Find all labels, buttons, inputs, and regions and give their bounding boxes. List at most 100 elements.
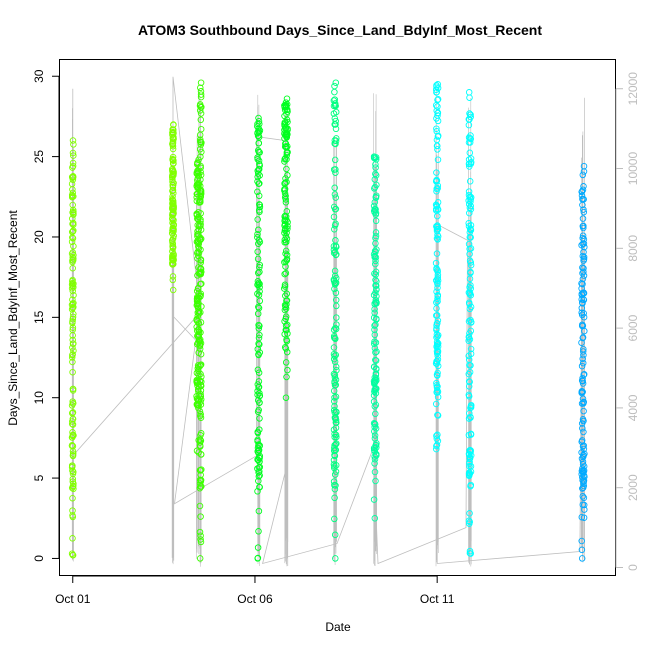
data-point	[281, 187, 288, 194]
data-point	[170, 221, 177, 228]
chart-title: ATOM3 Southbound Days_Since_Land_BdyInf_…	[138, 22, 542, 38]
data-point	[69, 235, 77, 242]
data-point	[196, 528, 204, 536]
data-point	[373, 286, 380, 293]
data-point	[256, 172, 263, 179]
data-point	[371, 199, 379, 206]
data-point	[434, 96, 442, 103]
data-point	[197, 138, 205, 146]
data-point	[283, 216, 290, 224]
data-point	[169, 237, 176, 244]
data-point	[372, 477, 379, 485]
data-point	[196, 362, 204, 370]
data-point	[197, 269, 204, 276]
data-point	[197, 218, 204, 225]
data-point	[68, 550, 76, 557]
data-point	[466, 245, 473, 253]
data-point	[281, 227, 289, 234]
data-point	[197, 84, 204, 92]
data-point	[196, 555, 204, 562]
data-point	[465, 299, 473, 306]
data-point	[578, 280, 585, 287]
data-point	[466, 94, 473, 101]
data-point	[579, 232, 587, 239]
data-point	[255, 192, 263, 200]
data-point	[433, 176, 440, 184]
data-point	[332, 242, 340, 250]
data-point	[434, 295, 441, 303]
data-point	[68, 402, 76, 409]
data-point	[170, 257, 177, 264]
data-point	[332, 325, 340, 333]
data-point	[330, 166, 338, 173]
data-point	[372, 370, 380, 377]
data-point	[578, 388, 586, 395]
data-point	[197, 536, 204, 543]
data-point	[255, 128, 263, 136]
data-point	[255, 334, 263, 342]
data-point	[371, 185, 378, 192]
data-point	[69, 192, 76, 200]
data-point	[466, 409, 473, 417]
data-point	[579, 234, 586, 242]
data-point	[197, 168, 204, 176]
data-point	[372, 357, 380, 364]
data-point	[433, 442, 440, 450]
data-point	[465, 450, 473, 458]
data-point	[169, 193, 176, 200]
data-point	[256, 472, 263, 479]
data-point	[467, 234, 474, 241]
data-point	[371, 338, 378, 345]
data-point	[330, 249, 338, 257]
data-point	[197, 483, 204, 490]
data-point	[169, 224, 177, 232]
data-point	[579, 458, 587, 465]
data-point	[332, 194, 339, 201]
data-point	[580, 257, 587, 264]
data-point	[170, 121, 177, 129]
data-point	[69, 164, 76, 171]
data-point	[580, 253, 588, 261]
data-point	[371, 435, 379, 442]
y-tick-label: 15	[32, 310, 46, 324]
data-point	[256, 341, 263, 348]
data-point	[170, 170, 177, 177]
data-point	[196, 196, 204, 204]
data-point	[255, 279, 262, 287]
data-point	[467, 132, 474, 139]
data-point	[371, 455, 379, 463]
data-point	[69, 137, 77, 144]
data-point	[283, 251, 291, 259]
data-point	[467, 316, 474, 324]
data-point	[197, 91, 205, 98]
data-point	[579, 377, 586, 385]
data-point	[69, 344, 76, 351]
data-point	[255, 237, 263, 244]
data-point	[69, 149, 77, 157]
data-point	[282, 143, 290, 150]
data-point	[281, 194, 289, 201]
data-point	[580, 494, 588, 502]
data-point	[282, 213, 290, 220]
data-point	[370, 377, 378, 385]
data-point	[332, 468, 340, 475]
data-point	[70, 227, 77, 234]
data-point	[580, 407, 587, 415]
data-point	[372, 276, 379, 284]
data-point	[434, 84, 442, 92]
data-point	[68, 442, 76, 449]
data-point	[331, 226, 338, 233]
data-point	[69, 215, 76, 222]
data-point	[193, 369, 201, 377]
data-point	[465, 337, 472, 344]
data-point	[465, 334, 473, 341]
data-point	[467, 447, 474, 454]
data-point	[69, 358, 76, 366]
data-point	[433, 312, 440, 319]
data-point	[255, 507, 263, 515]
data-point	[169, 167, 176, 174]
data-point	[197, 138, 204, 145]
data-point	[579, 252, 587, 260]
data-point	[69, 318, 76, 325]
data-point	[580, 206, 587, 213]
